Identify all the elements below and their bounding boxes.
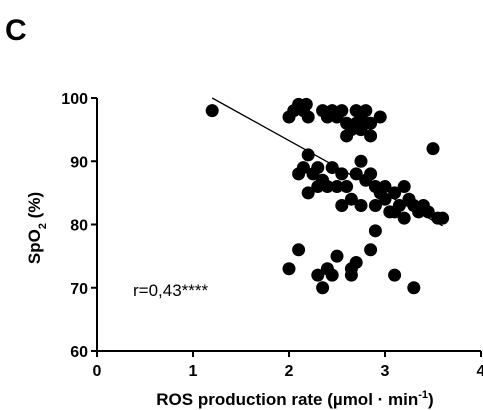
data-point <box>354 199 368 213</box>
data-point <box>344 192 358 206</box>
data-point <box>349 167 363 181</box>
data-point <box>368 224 382 238</box>
data-point <box>397 211 411 225</box>
data-point <box>388 205 402 219</box>
y-tick-label: 90 <box>70 154 88 171</box>
y-tick-label: 60 <box>70 344 88 361</box>
data-point <box>436 211 450 225</box>
correlation-annotation: r=0,43**** <box>133 281 209 300</box>
data-point <box>205 104 219 118</box>
data-point <box>282 262 296 276</box>
data-point <box>378 180 392 194</box>
y-axis-title-main: SpO <box>25 229 44 264</box>
data-point <box>388 268 402 282</box>
data-point <box>330 249 344 263</box>
data-point <box>335 167 349 181</box>
data-point <box>292 167 306 181</box>
data-point <box>325 161 339 175</box>
data-point <box>301 148 315 162</box>
x-axis-title-close: ) <box>428 390 434 409</box>
data-point <box>373 110 387 124</box>
data-point <box>292 243 306 257</box>
data-point <box>311 180 325 194</box>
data-point <box>325 268 339 282</box>
data-point <box>301 110 315 124</box>
data-point <box>359 104 373 118</box>
y-axis-title: SpO2 (%) <box>25 192 49 264</box>
y-axis-title-rest: (%) <box>25 192 44 223</box>
data-point <box>364 243 378 257</box>
data-point <box>301 186 315 200</box>
plot-area: 0 1 2 3 4 60 70 80 90 100 <box>61 91 483 380</box>
data-point <box>364 129 378 143</box>
data-point <box>330 180 344 194</box>
x-tick-label: 3 <box>381 363 390 380</box>
data-point <box>335 199 349 213</box>
x-tick-label: 2 <box>285 363 294 380</box>
data-point <box>320 180 334 194</box>
y-tick-label: 70 <box>70 281 88 298</box>
panel-letter: C <box>5 14 27 47</box>
x-axis-title-superscript: -1 <box>418 389 428 401</box>
data-point <box>311 268 325 282</box>
data-point <box>349 255 363 269</box>
data-point <box>354 154 368 168</box>
data-point <box>388 186 402 200</box>
x-axis-title-main: ROS production rate (µmol · min <box>156 390 418 409</box>
data-point <box>299 97 313 111</box>
data-point <box>316 281 330 295</box>
x-tick-label: 0 <box>93 363 102 380</box>
data-point <box>368 199 382 213</box>
data-point <box>335 104 349 118</box>
data-point <box>311 161 325 175</box>
data-point <box>407 281 421 295</box>
data-point <box>397 180 411 194</box>
data-point <box>426 142 440 156</box>
y-axis-title-subscript: 2 <box>37 223 49 229</box>
data-point <box>340 129 354 143</box>
x-tick-label: 4 <box>477 363 483 380</box>
data-point <box>344 268 358 282</box>
y-tick-label: 80 <box>70 218 88 235</box>
data-point <box>340 180 354 194</box>
data-point <box>364 167 378 181</box>
data-point <box>421 205 435 219</box>
y-tick-label: 100 <box>61 91 88 108</box>
data-point <box>359 116 373 130</box>
x-tick-label: 1 <box>189 363 198 380</box>
data-point <box>378 192 392 206</box>
x-axis-title: ROS production rate (µmol · min-1) <box>156 389 433 409</box>
